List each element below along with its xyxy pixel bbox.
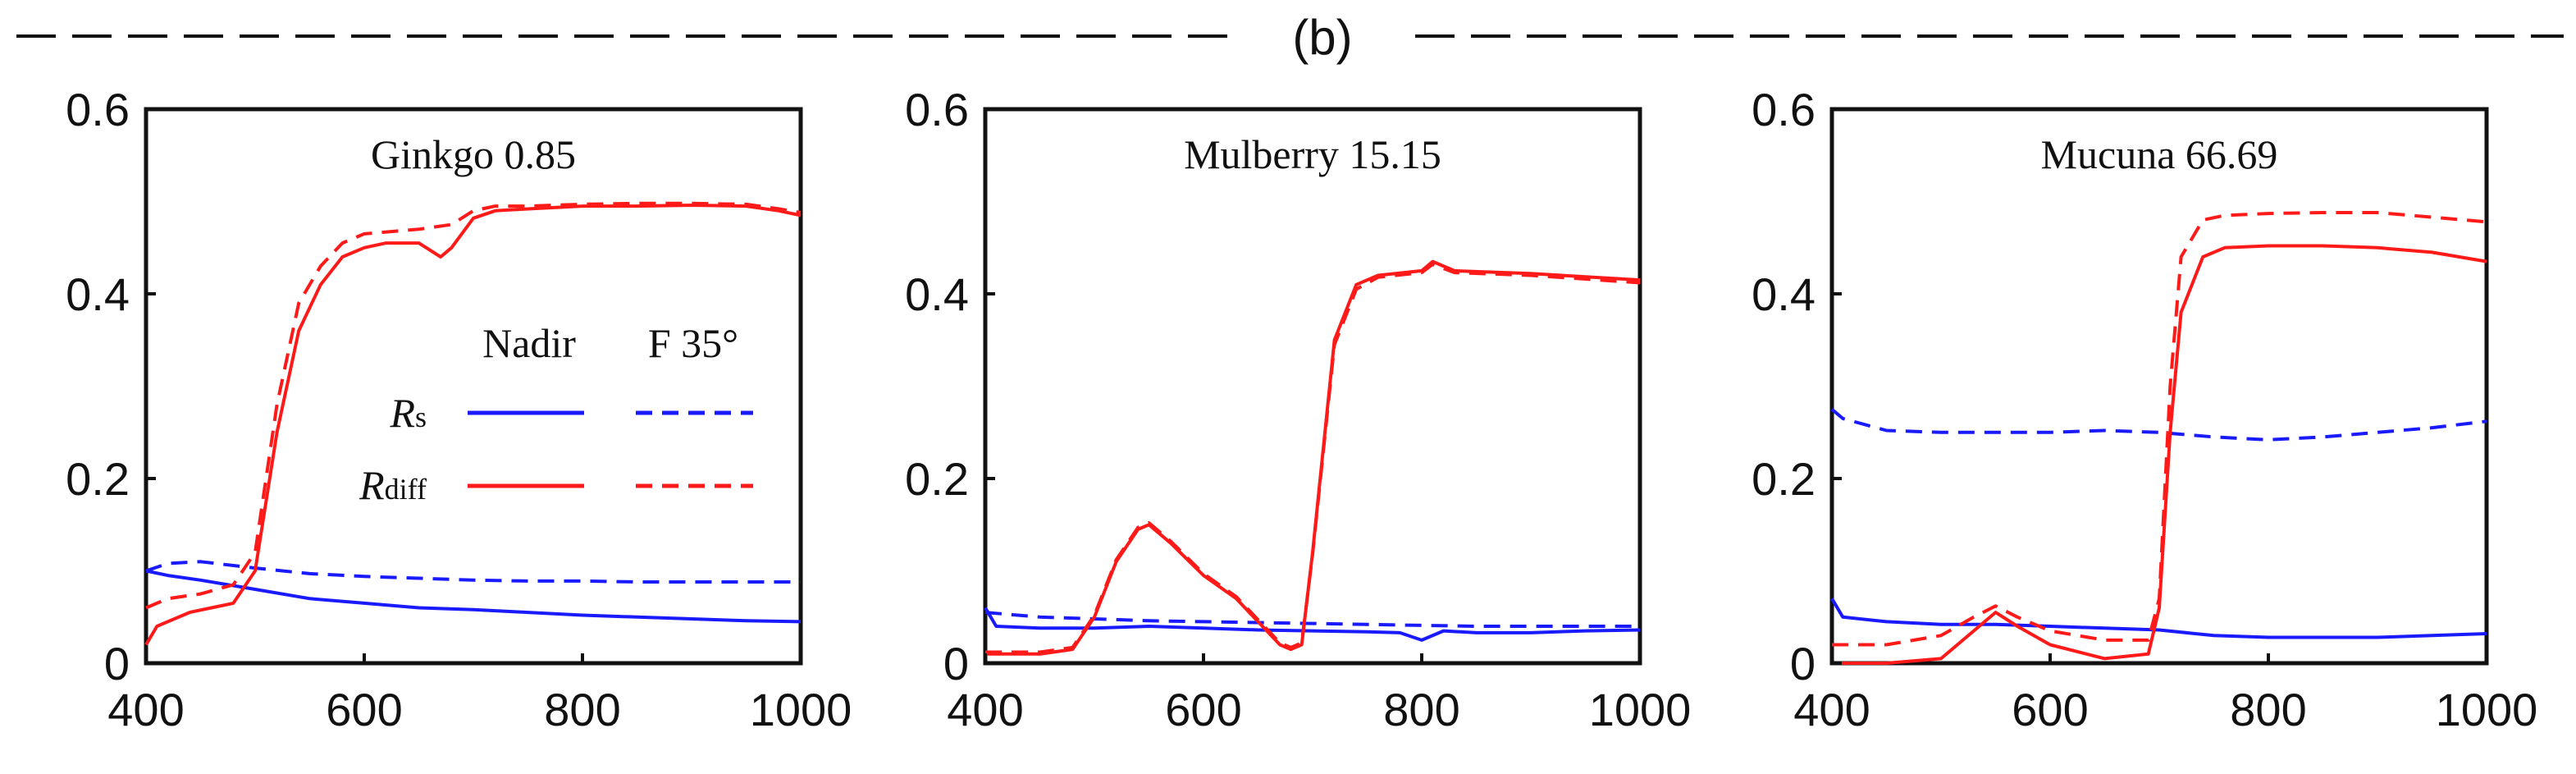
y-tick-label: 0.4 [1752,268,1816,320]
panel-title: Mucuna 66.69 [2041,131,2278,177]
y-tick-label: 0.2 [66,453,130,505]
x-tick-label: 400 [1793,684,1870,735]
legend-rdiff-symbol: R [359,462,385,508]
x-tick-label: 1000 [1589,684,1692,735]
series-line-rs-f35 [145,560,801,584]
legend-rdiff-sub: diff [385,473,427,506]
y-tick-label: 0.6 [1752,84,1816,135]
y-tick-label: 0.6 [905,84,969,135]
y-tick-label: 0.4 [905,268,969,320]
x-tick-label: 400 [107,684,184,735]
y-tick-label: 0.6 [66,84,130,135]
tick-group: 400 600 800 1000 0 0.2 0.4 0.6 [905,84,1691,735]
series-group [984,259,1641,656]
series-line-rdiff-nadir [985,259,1641,656]
x-tick-label: 400 [947,684,1023,735]
series-line-rs-f35 [1830,408,2487,442]
series-line-rs-nadir [1830,598,2487,639]
y-tick-label: 0 [943,638,969,689]
x-tick-label: 800 [544,684,620,735]
plot-frame [144,107,803,666]
series-line-rdiff-f35 [145,201,802,610]
x-tick-label: 800 [1383,684,1459,735]
panel-title: Ginkgo 0.85 [371,131,576,177]
panel-title: Mulberry 15.15 [1184,131,1441,177]
series-line-rs-f35 [984,611,1640,628]
series-line-rdiff-f35 [985,263,1641,654]
y-tick-label: 0.2 [905,453,969,505]
legend-col-f35: F 35° [648,320,738,366]
y-tick-label: 0.2 [1752,453,1816,505]
plot-frame [983,107,1642,666]
series-line-rs-nadir [984,607,1641,642]
y-tick-label: 0.4 [66,268,130,320]
x-tick-label: 1000 [750,684,852,735]
series-line-rdiff-f35 [1832,211,2487,647]
series-group [1830,211,2487,665]
x-tick-label: 1000 [2436,684,2538,735]
panel-label: (b) [1292,10,1352,65]
y-tick-label: 0 [1790,638,1816,689]
series-group [144,201,802,646]
y-tick-label: 0 [104,638,130,689]
panel-ginkgo: Ginkgo 0.85 400 600 800 1000 0 0.2 0.4 0.6 Nadi… [66,84,852,735]
legend-rs-symbol: R [389,390,415,436]
x-tick-label: 600 [326,684,402,735]
x-tick-label: 800 [2230,684,2306,735]
legend-label-rdiff: Rdiff [359,462,427,508]
tick-group: 400 600 800 1000 0 0.2 0.4 0.6 [1752,84,2537,735]
legend: Nadir F 35° Rs Rdiff [359,320,753,508]
tick-group: 400 600 800 1000 0 0.2 0.4 0.6 [66,84,852,735]
series-line-rdiff-nadir [144,204,802,646]
panel-mulberry: Mulberry 15.15 400 600 800 1000 0 0.2 0.4 0.6 [905,84,1691,735]
legend-col-nadir: Nadir [482,320,576,366]
panel-mucuna: Mucuna 66.69 400 600 800 1000 0 0.2 0.4 0.6 [1752,84,2537,735]
x-tick-label: 600 [2012,684,2088,735]
series-line-rs-nadir [145,569,802,624]
plot-frame [1829,107,2489,666]
series-line-rdiff-nadir [1832,244,2487,665]
legend-label-rs: Rs [389,390,427,436]
x-tick-label: 600 [1165,684,1241,735]
legend-rs-sub: s [415,401,427,433]
